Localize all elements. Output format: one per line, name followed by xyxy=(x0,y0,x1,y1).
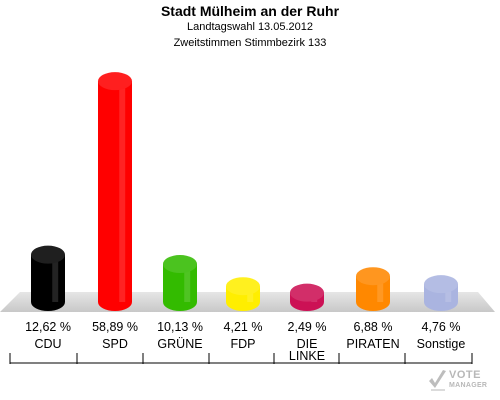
category-label: GRÜNE xyxy=(157,337,202,351)
category-label: DIE xyxy=(297,337,318,351)
category-label: PIRATEN xyxy=(346,337,399,351)
bar-top xyxy=(163,255,197,274)
value-label: 6,88 % xyxy=(354,320,393,334)
vote-manager-logo: VOTE MANAGER xyxy=(428,368,498,398)
category-label: Sonstige xyxy=(417,337,466,351)
bar-top xyxy=(356,267,390,286)
bar-highlight xyxy=(445,284,452,302)
value-label: 12,62 % xyxy=(25,320,71,334)
category-label: CDU xyxy=(34,337,61,351)
bar-body xyxy=(98,81,132,311)
checkmark-icon xyxy=(429,370,446,391)
bar-highlight xyxy=(52,254,59,302)
bar-sonstige xyxy=(424,275,458,311)
bar-die-linke xyxy=(290,283,324,311)
value-label: 58,89 % xyxy=(92,320,138,334)
bar-fdp xyxy=(226,277,260,311)
bar-top xyxy=(226,277,260,296)
category-label: FDP xyxy=(231,337,256,351)
bar-piraten xyxy=(356,267,390,311)
bar-top xyxy=(31,245,65,264)
bar-highlight xyxy=(184,264,191,302)
bar-top xyxy=(290,283,324,302)
bar-grüne xyxy=(163,255,197,311)
value-label: 10,13 % xyxy=(157,320,203,334)
logo-text-vote: VOTE xyxy=(449,369,481,381)
bar-highlight xyxy=(377,276,384,302)
logo-text-manager: MANAGER xyxy=(449,382,488,389)
bar-top xyxy=(424,275,458,294)
chart-title: Stadt Mülheim an der Ruhr xyxy=(160,3,340,19)
value-label: 4,21 % xyxy=(224,320,263,334)
value-label: 4,76 % xyxy=(422,320,461,334)
bar-spd xyxy=(98,72,132,311)
bar-top xyxy=(98,72,132,91)
category-label: LINKE xyxy=(289,349,325,363)
chart-subtitle: Landtagswahl 13.05.2012 xyxy=(187,21,313,33)
value-label: 2,49 % xyxy=(288,320,327,334)
bar-highlight xyxy=(119,81,126,302)
category-label: SPD xyxy=(102,337,128,351)
chart-subtitle-2: Zweitstimmen Stimmbezirk 133 xyxy=(173,37,327,49)
bar-cdu xyxy=(31,245,65,311)
